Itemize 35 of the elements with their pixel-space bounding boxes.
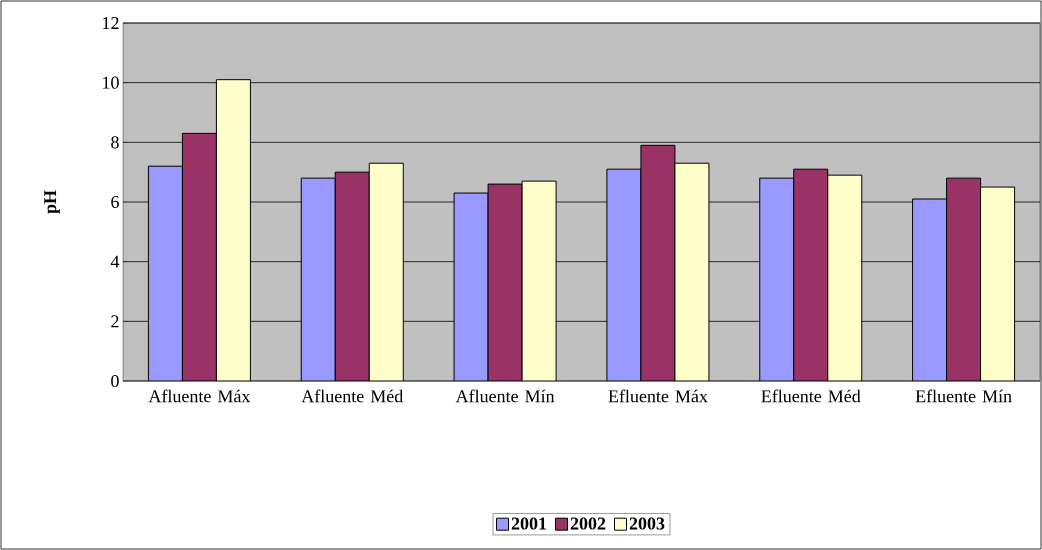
legend-label: 2001 [511,517,547,530]
bar [980,186,1016,381]
bar [827,174,863,381]
x-tick-label: Afluente Máx [148,389,251,403]
x-tick-label: Efluente Mín [915,389,1012,403]
x-tick-label: Efluente Máx [608,389,708,403]
y-tick-label: 6 [111,195,119,209]
bar [946,177,982,381]
bar [368,162,404,381]
legend-label: 2002 [570,517,606,530]
y-tick-label: 0 [111,374,119,388]
bar [487,183,523,381]
bar [674,162,710,381]
y-tick-label: 10 [103,76,119,89]
bar [181,132,217,381]
bar [215,79,251,381]
bar [334,171,370,381]
bar [300,177,336,381]
bar [912,198,948,381]
y-tick-label: 12 [103,17,119,29]
bar [793,168,829,381]
bar [521,180,557,381]
legend-label: 2003 [629,517,665,530]
bar [759,177,795,381]
bar [147,165,183,381]
y-tick-label: 8 [111,136,119,149]
y-tick-label: 4 [110,255,120,268]
bar [606,168,642,381]
x-tick-label: Efluente Méd [761,389,861,403]
bar [453,192,489,381]
y-tick-label: 2 [111,315,119,328]
y-axis-title: pH [44,190,60,214]
x-tick-label: Afluente Mín [455,389,555,403]
bar [640,144,676,381]
x-tick-label: Afluente Méd [301,389,404,403]
